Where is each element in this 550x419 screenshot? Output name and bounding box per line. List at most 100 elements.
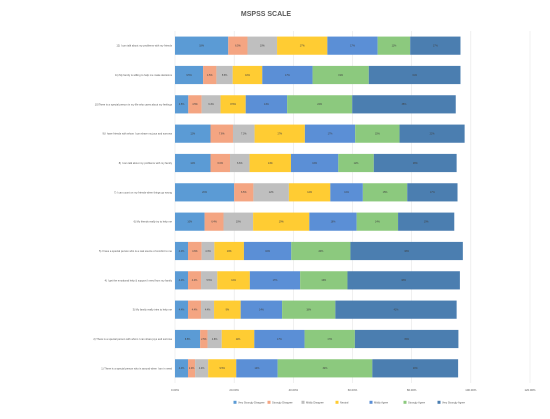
bar-segment — [304, 124, 356, 143]
data-label: 19% — [424, 221, 430, 224]
bar-segment — [312, 65, 369, 85]
bar-segment — [175, 65, 204, 85]
legend-entry: Very Strongly Agree — [442, 401, 465, 405]
data-label: 6.4% — [208, 103, 214, 106]
data-label: 11% — [236, 338, 241, 341]
data-label: 16% — [265, 250, 271, 253]
bar-segment — [362, 183, 408, 202]
bars-layer: 18% 6.5% 10% 17% 17% 11% 17% 9.5% 4.5% 5.5% 10% 17%… — [175, 36, 465, 378]
data-label: 5.5% — [206, 279, 212, 282]
bar-segment — [175, 241, 189, 261]
chart-title: MSPSS SCALE — [241, 11, 292, 18]
bar-segment — [220, 95, 246, 114]
bar-segment — [175, 124, 211, 143]
bar-segment — [372, 359, 459, 378]
bar-segment — [254, 329, 305, 349]
bar-segment — [201, 300, 215, 319]
bar-segment — [277, 359, 373, 378]
data-label: 4.8% — [212, 338, 218, 341]
legend-entry: Strongly Agree — [408, 401, 426, 405]
category-label: 9) I have friends with whom I can share … — [103, 132, 173, 136]
bar-segment — [262, 65, 313, 85]
bar-segment — [216, 65, 233, 85]
bar-segment — [277, 36, 328, 55]
legend-swatch — [301, 400, 305, 404]
data-label: 10% — [187, 221, 193, 224]
bar-segment — [356, 212, 399, 231]
data-label: 14% — [268, 162, 274, 165]
bar-segment — [175, 36, 229, 55]
data-label: 17% — [277, 338, 283, 341]
bar-segment — [188, 95, 202, 114]
data-label: 41% — [394, 309, 400, 312]
data-label: 17% — [285, 74, 291, 77]
legend-swatch — [267, 400, 271, 404]
bar-segment — [175, 359, 189, 378]
bar-segment — [330, 183, 363, 202]
data-label: 18% — [199, 45, 205, 48]
bar-segment — [234, 183, 254, 202]
data-label: 14% — [259, 309, 265, 312]
bar-segment — [175, 271, 189, 290]
legend-entry: Mildly Disagree — [306, 401, 324, 405]
data-label: 29% — [413, 367, 419, 370]
data-label: 4.4% — [192, 279, 198, 282]
data-label: 11% — [231, 279, 236, 282]
bar-segment — [204, 212, 224, 231]
data-label: 4.5% — [179, 103, 185, 106]
bar-segment — [217, 271, 250, 290]
bar-segment — [201, 95, 221, 114]
data-label: 28% — [413, 162, 419, 165]
data-label: 10% — [260, 45, 266, 48]
data-label: 2.5% — [201, 338, 207, 341]
data-label: 4.3% — [205, 250, 211, 253]
category-label: 1) There is a special person who is arou… — [101, 366, 172, 370]
legend-swatch — [335, 400, 339, 404]
legend-entry: Strongly Disagree — [272, 401, 293, 405]
bar-segment — [236, 359, 278, 378]
data-label: 4.6% — [192, 250, 198, 253]
bar-segment — [350, 241, 463, 261]
bar-segment — [327, 36, 378, 55]
data-label: 35% — [402, 103, 408, 106]
bar-segment — [410, 36, 461, 55]
x-tick-label: 40.00% — [289, 388, 299, 392]
x-tick-label: 60.00% — [348, 388, 358, 392]
bar-segment — [208, 359, 237, 378]
bar-segment — [203, 65, 217, 85]
bar-segment — [240, 300, 283, 319]
bar-segment — [368, 65, 461, 85]
legend: Very Strongly Disagree Strongly Disagree M… — [233, 400, 465, 405]
bar-segment — [188, 300, 202, 319]
x-tick-label: 80.00% — [407, 388, 417, 392]
x-tick-label: 0.00% — [171, 388, 179, 392]
bar-segment — [309, 212, 357, 231]
bar-segment — [188, 241, 202, 261]
bar-segment — [210, 124, 233, 143]
bar-segment — [232, 65, 263, 85]
bar-segment — [249, 153, 291, 173]
data-label: 20% — [318, 250, 324, 253]
data-label: 15% — [383, 191, 389, 194]
data-label: 14% — [255, 367, 261, 370]
x-tick-label: 120.00% — [524, 388, 536, 392]
data-label: 17% — [300, 45, 306, 48]
bar-segment — [245, 95, 288, 114]
data-label: 22% — [317, 103, 323, 106]
data-label: 19% — [279, 221, 285, 224]
bar-segment — [221, 329, 255, 349]
bar-segment — [399, 124, 465, 143]
data-label: 14% — [307, 191, 313, 194]
x-tick-label: 100.00% — [465, 388, 477, 392]
data-label: 4.5% — [192, 103, 198, 106]
data-label: 8.5% — [185, 338, 191, 341]
bar-segment — [200, 329, 208, 349]
bar-segment — [201, 271, 218, 290]
bar-segment — [195, 359, 209, 378]
bar-segment — [282, 300, 336, 319]
bar-segment — [338, 153, 374, 173]
data-label: 20% — [202, 191, 208, 194]
category-label: 5) I have a special person who is a real… — [99, 249, 173, 253]
